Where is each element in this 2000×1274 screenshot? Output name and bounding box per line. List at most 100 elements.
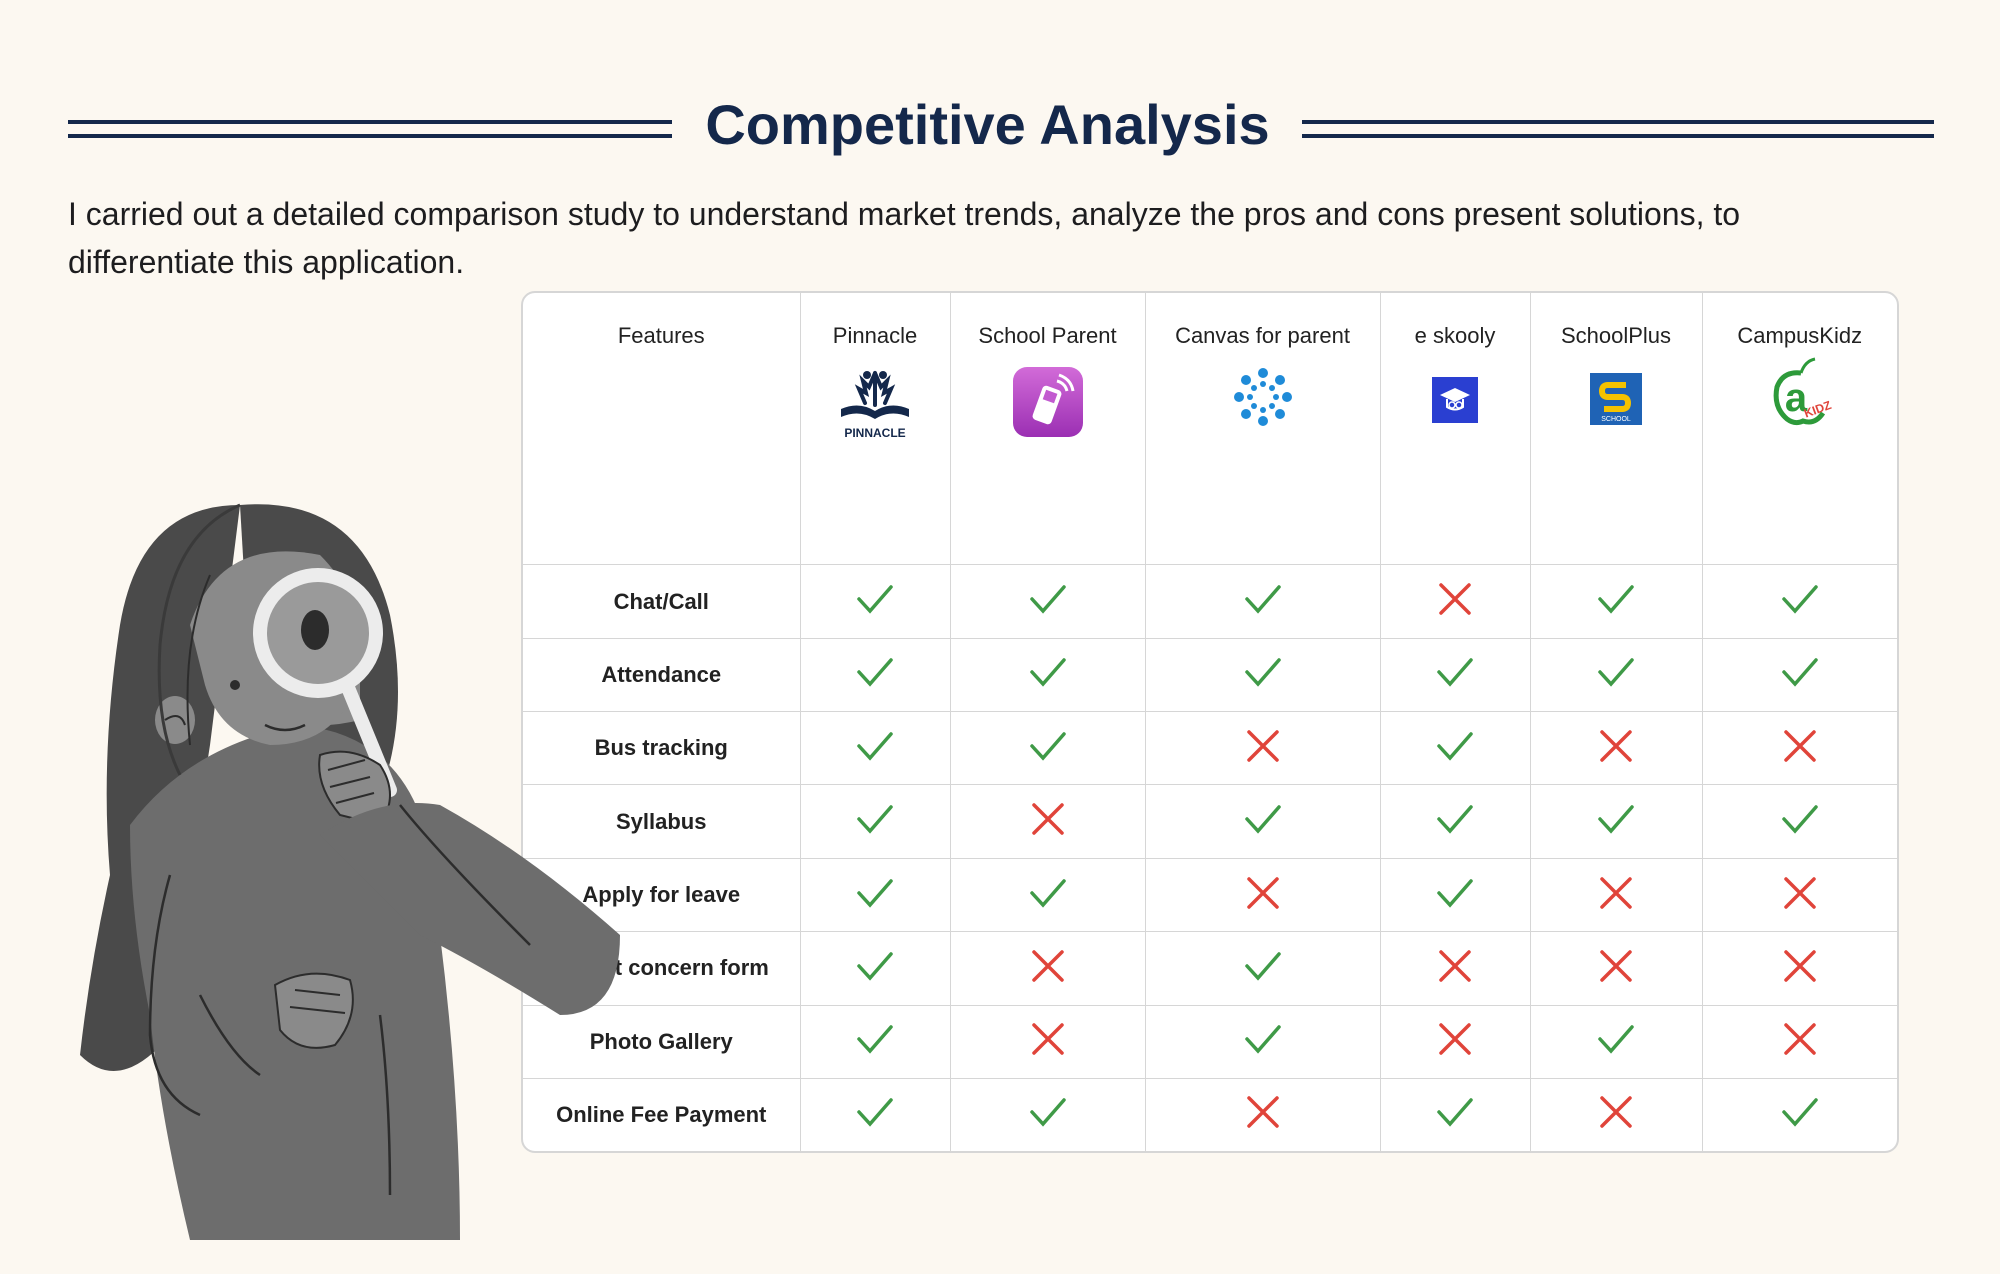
support-cell — [1701, 784, 1897, 859]
check-icon — [1437, 732, 1473, 761]
check-icon — [1244, 805, 1281, 834]
support-cell — [799, 857, 951, 933]
feature-label: Chat/Call — [523, 564, 801, 639]
check-icon — [1029, 585, 1066, 614]
cross-icon — [1031, 950, 1064, 982]
support-cell — [1379, 784, 1531, 859]
support-cell — [1701, 1077, 1897, 1151]
title-rule-right — [1302, 120, 1934, 138]
competitor-header: SchoolPlus SCHOOL — [1529, 293, 1703, 566]
cross-icon — [1600, 876, 1632, 909]
check-icon — [1598, 585, 1634, 614]
support-cell — [1379, 857, 1531, 933]
check-icon — [1782, 585, 1818, 614]
title-bar: Competitive Analysis — [0, 90, 2000, 160]
schoolplus-logo-text: SCHOOL — [1601, 416, 1631, 423]
support-cell — [1529, 857, 1703, 933]
schoolplus-s-logo-icon: SCHOOL — [1590, 373, 1642, 425]
competitor-name: School Parent — [978, 323, 1117, 348]
check-icon — [1437, 878, 1473, 908]
support-cell — [1379, 1077, 1531, 1151]
check-icon — [857, 952, 893, 981]
features-header-label: Features — [617, 323, 705, 348]
check-icon — [1437, 1098, 1473, 1128]
check-icon — [857, 805, 893, 834]
support-cell — [949, 564, 1146, 639]
check-icon — [857, 658, 893, 688]
check-icon — [1029, 732, 1066, 761]
cross-icon — [1246, 876, 1279, 909]
support-cell — [1144, 1077, 1381, 1151]
cross-icon — [1784, 950, 1816, 982]
check-icon — [857, 1025, 893, 1054]
support-cell — [1144, 857, 1381, 933]
check-icon — [1244, 658, 1281, 688]
competitor-header: Pinnacle PINNACLE — [799, 293, 951, 566]
woman-magnifier-illustration — [80, 503, 620, 1240]
support-cell — [1529, 564, 1703, 639]
support-cell — [949, 857, 1146, 933]
support-cell — [799, 1077, 951, 1151]
support-cell — [949, 711, 1146, 786]
table-row: Chat/Call — [523, 564, 1897, 639]
check-icon — [1782, 658, 1818, 688]
cross-icon — [1439, 1023, 1471, 1055]
support-cell — [1379, 564, 1531, 639]
pinnacle-logo-icon: PINNACLE — [841, 371, 909, 440]
competitor-header: School Parent — [949, 293, 1146, 566]
feature-label: Bus tracking — [523, 711, 801, 786]
check-icon — [1244, 1025, 1281, 1054]
pinnacle-logo-text: PINNACLE — [844, 426, 905, 440]
support-cell — [1529, 1004, 1703, 1079]
cross-icon — [1031, 1023, 1064, 1055]
support-cell — [1144, 637, 1381, 713]
support-cell — [1701, 711, 1897, 786]
support-cell — [1529, 637, 1703, 713]
support-cell — [949, 1077, 1146, 1151]
feature-label: Attendance — [523, 637, 801, 713]
graduation-cap-logo-icon — [1432, 377, 1478, 423]
support-cell — [1379, 1004, 1531, 1079]
feature-label: Online Fee Payment — [523, 1077, 801, 1151]
support-cell — [1144, 1004, 1381, 1079]
competitor-name: CampusKidz — [1737, 323, 1863, 348]
cross-icon — [1600, 1096, 1632, 1129]
phone-app-logo-icon — [1012, 367, 1083, 437]
check-icon — [857, 1098, 893, 1128]
title-rule-left — [68, 120, 672, 138]
support-cell — [1701, 637, 1897, 713]
support-cell — [1701, 931, 1897, 1006]
support-cell — [1379, 637, 1531, 713]
check-icon — [1598, 1025, 1634, 1054]
support-cell — [1144, 711, 1381, 786]
support-cell — [1529, 1077, 1703, 1151]
cross-icon — [1031, 803, 1064, 835]
page-title: Competitive Analysis — [705, 93, 1270, 156]
support-cell — [799, 931, 951, 1006]
check-icon — [1598, 805, 1634, 834]
competitor-header: CampusKidz a KIDZ — [1701, 293, 1897, 566]
competitor-name: SchoolPlus — [1560, 323, 1672, 348]
cross-icon — [1439, 583, 1471, 615]
cross-icon — [1784, 876, 1816, 909]
support-cell — [799, 637, 951, 713]
support-cell — [949, 784, 1146, 859]
support-cell — [1144, 784, 1381, 859]
check-icon — [1244, 952, 1281, 981]
intro-paragraph: I carried out a detailed comparison stud… — [68, 196, 1741, 280]
cross-icon — [1600, 730, 1632, 762]
support-cell — [1144, 931, 1381, 1006]
table-header-row: Features Pinnacle PINNACLE School Parent — [523, 293, 1897, 566]
table-row: Online Fee Payment — [523, 1077, 1897, 1151]
check-icon — [857, 732, 893, 761]
competitor-name: e skooly — [1414, 323, 1496, 348]
support-cell — [1701, 1004, 1897, 1079]
support-cell — [949, 931, 1146, 1006]
support-cell — [799, 784, 951, 859]
cross-icon — [1784, 730, 1816, 762]
check-icon — [857, 585, 893, 614]
features-header: Features — [523, 293, 801, 566]
support-cell — [799, 711, 951, 786]
support-cell — [1144, 564, 1381, 639]
table-row: Apply for leave — [523, 857, 1897, 933]
